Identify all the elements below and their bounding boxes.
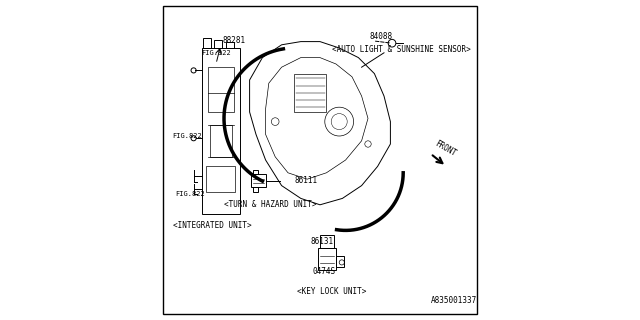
Text: 0474S: 0474S: [312, 268, 336, 276]
Text: <AUTO LIGHT & SUNSHINE SENSOR>: <AUTO LIGHT & SUNSHINE SENSOR>: [332, 45, 471, 54]
Bar: [294, 74, 326, 112]
Bar: [320, 235, 335, 248]
Text: 84088: 84088: [370, 32, 393, 41]
Text: 86111: 86111: [294, 176, 317, 185]
Bar: [208, 67, 234, 112]
Text: FIG.922: FIG.922: [201, 50, 231, 56]
Text: <INTEGRATED UNIT>: <INTEGRATED UNIT>: [173, 221, 252, 230]
Bar: [206, 166, 236, 192]
Text: 88281: 88281: [223, 36, 246, 44]
Bar: [204, 38, 211, 48]
Text: FRONT: FRONT: [434, 139, 458, 158]
Text: A835001337: A835001337: [431, 296, 477, 305]
Bar: [226, 42, 234, 48]
Bar: [319, 248, 336, 270]
Bar: [336, 256, 344, 267]
Text: <TURN & HAZARD UNIT>: <TURN & HAZARD UNIT>: [224, 200, 317, 209]
Text: 86131: 86131: [310, 237, 333, 246]
Text: <KEY LOCK UNIT>: <KEY LOCK UNIT>: [296, 287, 366, 296]
Bar: [253, 170, 258, 174]
Text: FIG.822: FIG.822: [172, 133, 202, 139]
Bar: [202, 48, 240, 214]
Bar: [251, 174, 266, 187]
Bar: [253, 187, 258, 192]
Bar: [214, 40, 223, 48]
Text: FIG.822: FIG.822: [175, 191, 205, 196]
Bar: [210, 125, 232, 157]
